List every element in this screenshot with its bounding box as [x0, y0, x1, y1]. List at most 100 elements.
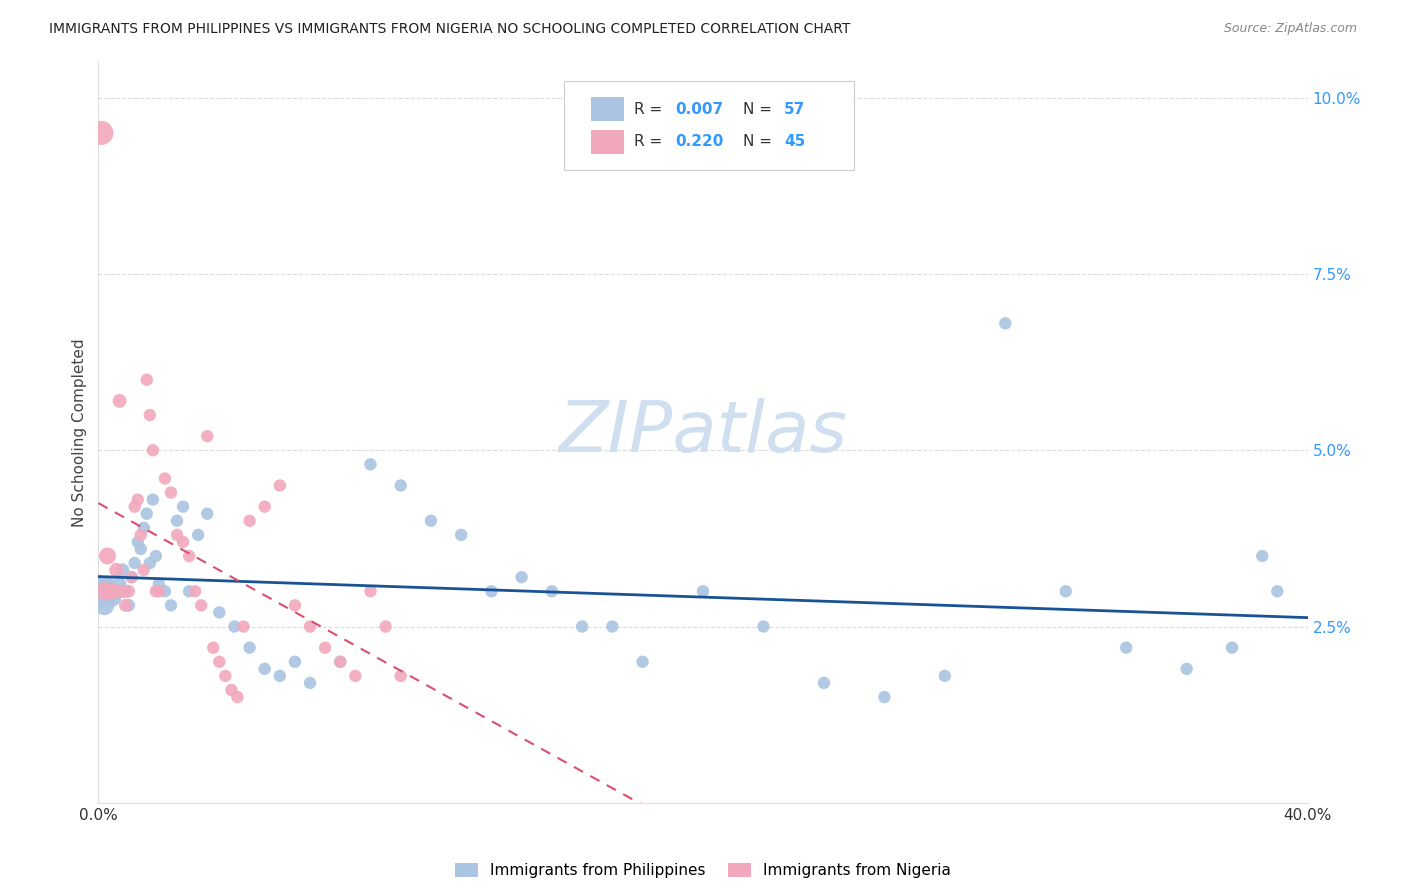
Point: [103, 584, 125, 599]
Text: ZIPatlas: ZIPatlas: [558, 398, 848, 467]
Point: [1251, 549, 1274, 563]
Point: [118, 584, 141, 599]
Point: [299, 619, 322, 633]
Point: [540, 584, 562, 599]
Point: [139, 556, 162, 570]
Point: [389, 669, 412, 683]
Text: R =: R =: [634, 134, 668, 149]
Text: R =: R =: [634, 102, 668, 117]
Point: [510, 570, 533, 584]
Point: [124, 500, 146, 514]
Point: [239, 514, 262, 528]
Point: [224, 619, 246, 633]
FancyBboxPatch shape: [591, 130, 624, 153]
Point: [153, 584, 176, 599]
Point: [114, 584, 136, 599]
Point: [121, 570, 143, 584]
Point: [631, 655, 654, 669]
Point: [994, 316, 1017, 330]
Point: [166, 514, 188, 528]
Point: [93, 599, 115, 613]
Point: [1220, 640, 1243, 655]
Point: [190, 599, 212, 613]
Point: [299, 676, 322, 690]
Point: [148, 584, 170, 599]
Text: 0.220: 0.220: [675, 134, 724, 149]
Point: [226, 690, 249, 704]
Point: [269, 669, 291, 683]
Point: [108, 577, 131, 591]
Point: [214, 669, 236, 683]
FancyBboxPatch shape: [591, 97, 624, 121]
Point: [111, 563, 134, 577]
Point: [1175, 662, 1198, 676]
Text: N =: N =: [742, 102, 776, 117]
Point: [129, 541, 152, 556]
Point: [232, 619, 254, 633]
Point: [105, 584, 128, 599]
Text: N =: N =: [742, 134, 776, 149]
Point: [108, 393, 131, 408]
Point: [184, 584, 207, 599]
Point: [253, 662, 276, 676]
Point: [160, 485, 183, 500]
Point: [121, 570, 143, 584]
Point: [142, 443, 165, 458]
Y-axis label: No Schooling Completed: No Schooling Completed: [72, 338, 87, 527]
Point: [103, 591, 125, 606]
Point: [208, 606, 231, 620]
Point: [135, 507, 157, 521]
Point: [100, 584, 122, 599]
Point: [420, 514, 443, 528]
Point: [90, 584, 112, 599]
Point: [284, 599, 307, 613]
Point: [145, 549, 167, 563]
Point: [360, 584, 382, 599]
Text: 57: 57: [785, 102, 806, 117]
Point: [813, 676, 835, 690]
Point: [96, 577, 118, 591]
Point: [172, 500, 194, 514]
Point: [571, 619, 593, 633]
Point: [187, 528, 209, 542]
Point: [114, 599, 136, 613]
Point: [172, 535, 194, 549]
Point: [145, 584, 167, 599]
Point: [602, 619, 624, 633]
FancyBboxPatch shape: [564, 81, 855, 169]
Point: [208, 655, 231, 669]
Point: [1267, 584, 1289, 599]
Point: [96, 549, 118, 563]
Point: [139, 408, 162, 422]
Point: [239, 640, 262, 655]
Point: [221, 683, 243, 698]
Point: [179, 584, 201, 599]
Point: [111, 584, 134, 599]
Point: [127, 492, 149, 507]
Point: [329, 655, 352, 669]
Point: [389, 478, 412, 492]
Point: [692, 584, 714, 599]
Point: [90, 126, 112, 140]
Text: Source: ZipAtlas.com: Source: ZipAtlas.com: [1223, 22, 1357, 36]
Point: [934, 669, 956, 683]
Point: [202, 640, 225, 655]
Point: [132, 521, 155, 535]
Point: [1054, 584, 1077, 599]
Point: [195, 507, 218, 521]
Point: [195, 429, 218, 443]
Point: [132, 563, 155, 577]
Point: [360, 458, 382, 472]
Point: [118, 599, 141, 613]
Point: [269, 478, 291, 492]
Point: [1115, 640, 1137, 655]
Point: [100, 584, 122, 599]
Point: [752, 619, 775, 633]
Point: [153, 471, 176, 485]
Point: [284, 655, 307, 669]
Point: [450, 528, 472, 542]
Point: [374, 619, 396, 633]
Point: [253, 500, 276, 514]
Text: IMMIGRANTS FROM PHILIPPINES VS IMMIGRANTS FROM NIGERIA NO SCHOOLING COMPLETED CO: IMMIGRANTS FROM PHILIPPINES VS IMMIGRANT…: [49, 22, 851, 37]
Point: [93, 584, 115, 599]
